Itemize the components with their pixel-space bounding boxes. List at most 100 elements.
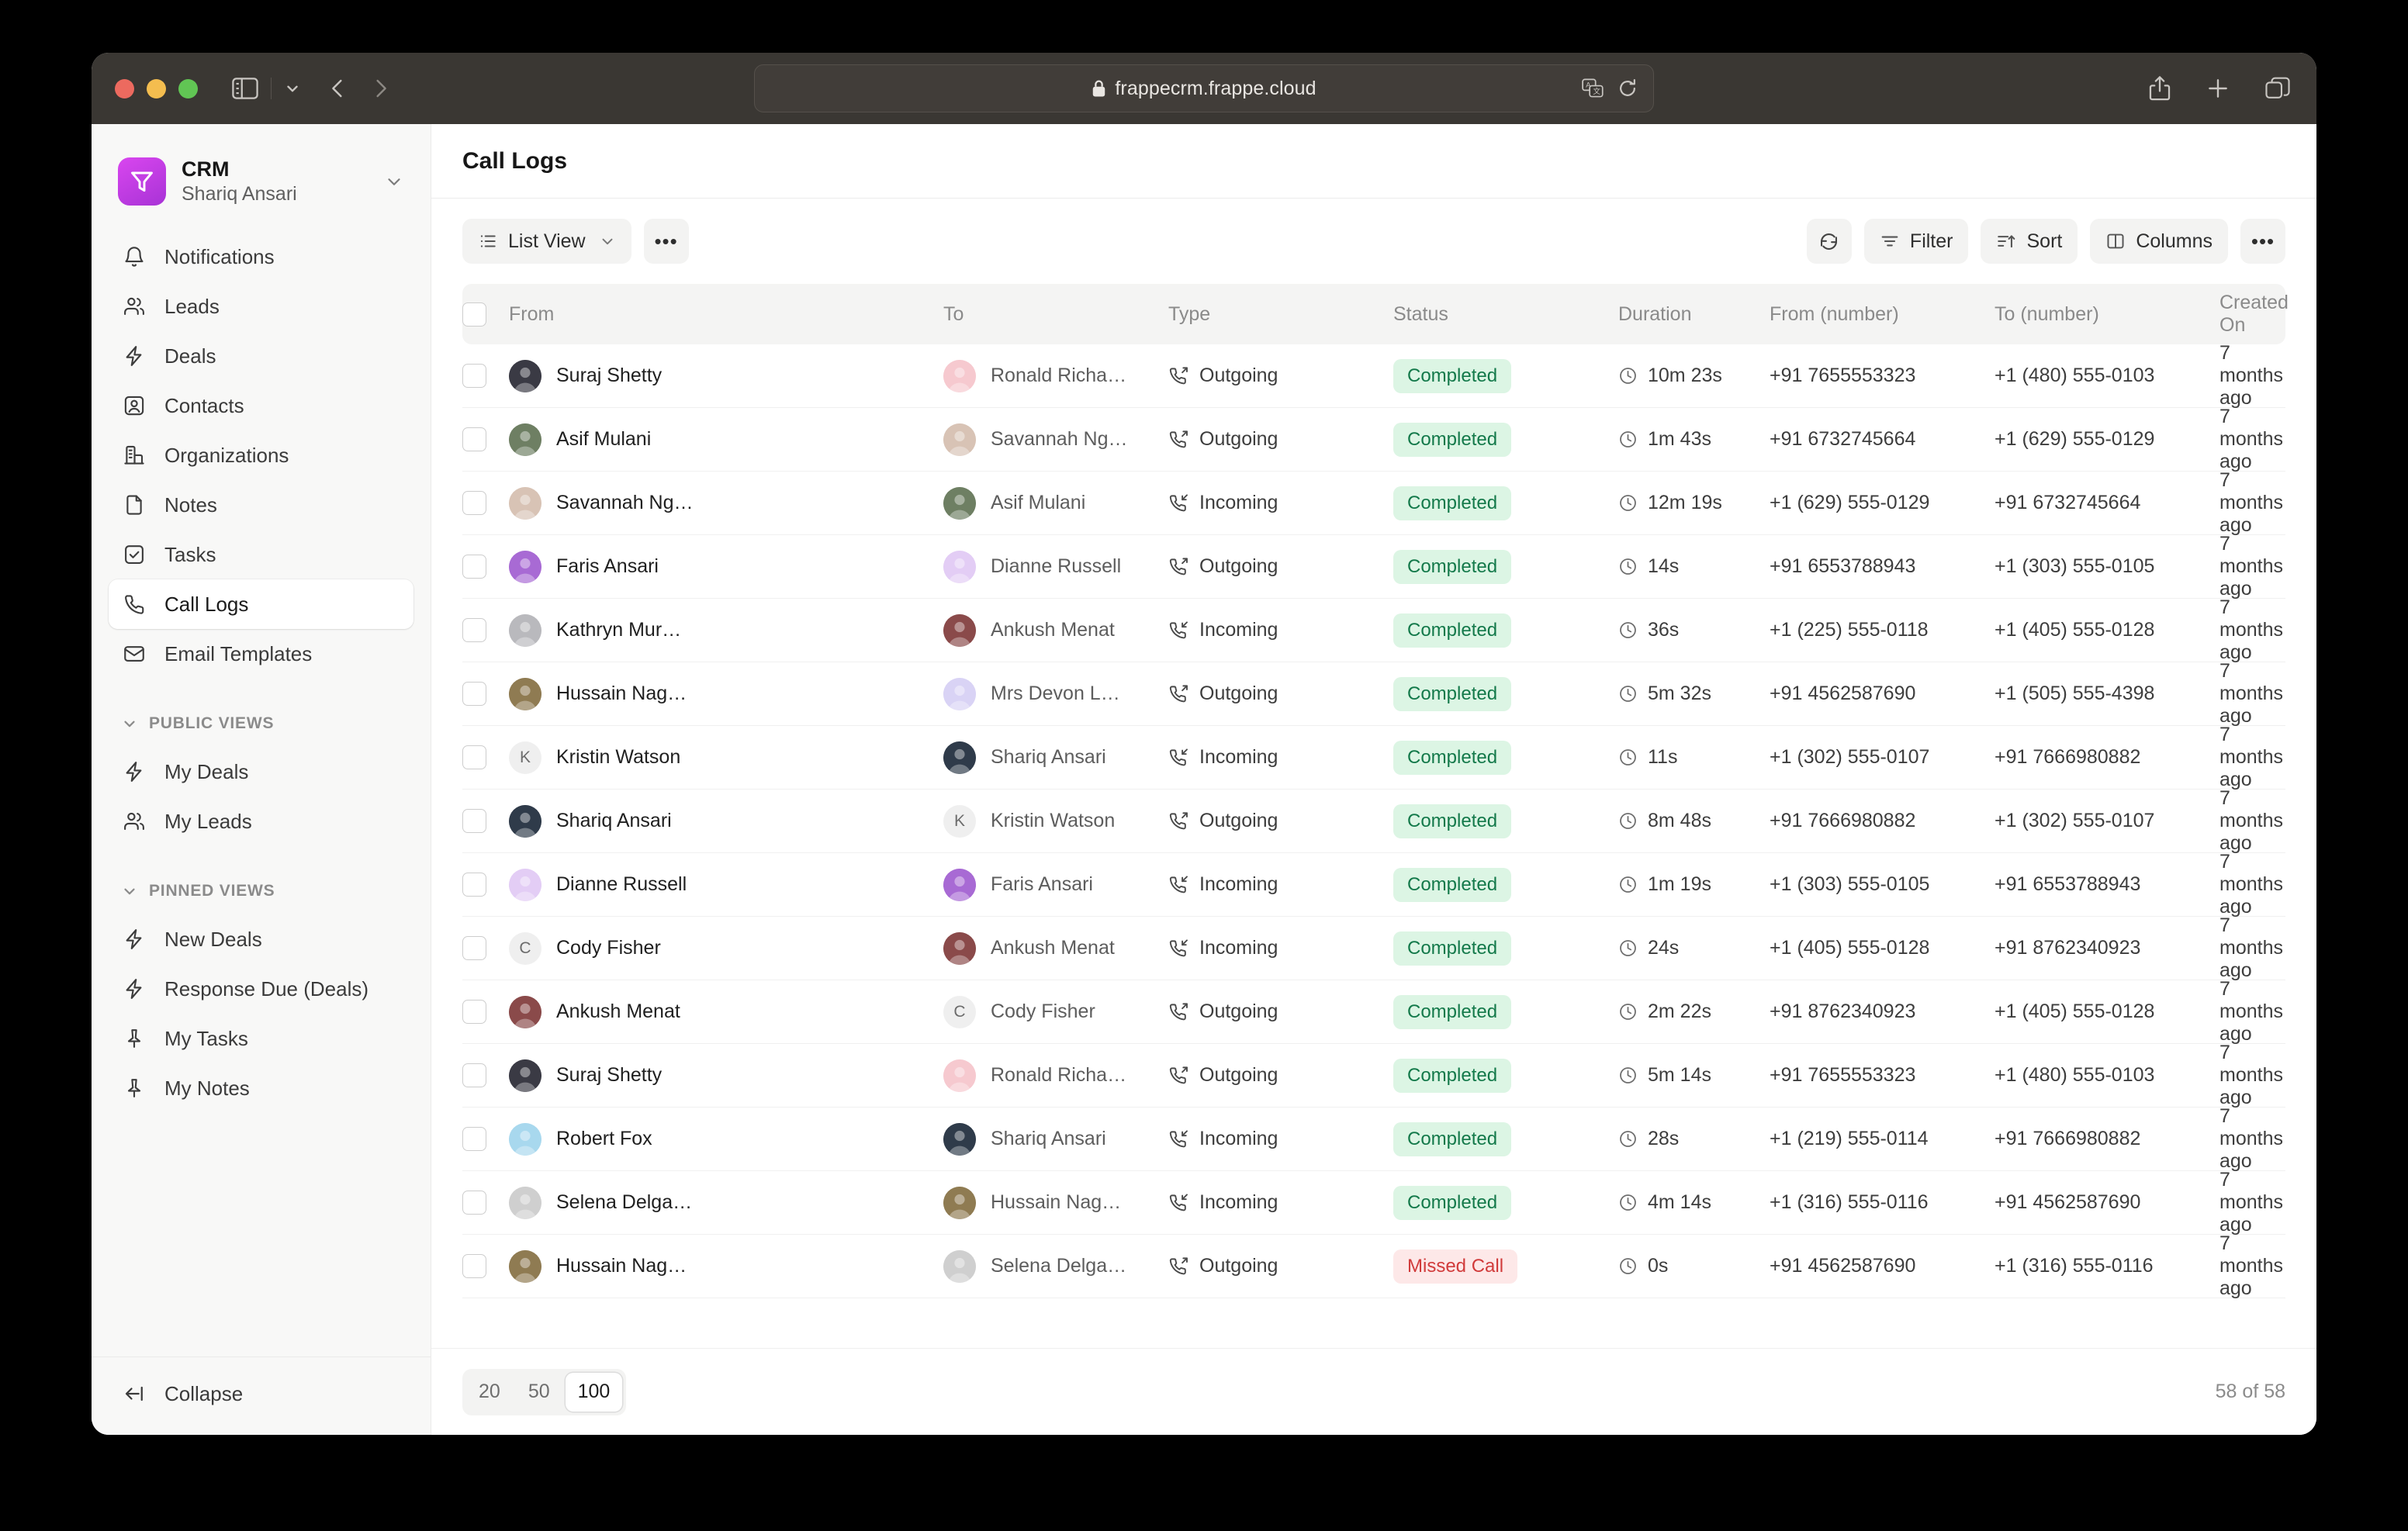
maximize-window-button[interactable] [178, 78, 198, 98]
table-row[interactable]: Ankush Menat C Cody Fisher Outgoing Complete… [462, 978, 2285, 1045]
avatar [509, 550, 541, 583]
from-name: Suraj Shetty [556, 1064, 663, 1086]
table-row[interactable]: Hussain Nag… Mrs Devon L… Outgoing Complete… [462, 660, 2285, 727]
column-header-type[interactable]: Type [1168, 302, 1211, 325]
row-checkbox[interactable] [462, 1127, 486, 1151]
columns-button[interactable]: Columns [2090, 219, 2228, 264]
cell-to-number: +1 (405) 555-0128 [1995, 619, 2155, 641]
row-checkbox[interactable] [462, 873, 486, 897]
view-more-options-button[interactable]: ••• [643, 219, 689, 264]
row-checkbox[interactable] [462, 1063, 486, 1087]
table-row[interactable]: Dianne Russell Faris Ansari Incoming Comple… [462, 851, 2285, 918]
sidebar-item-notifications[interactable]: Notifications [109, 232, 413, 282]
column-header-from-number[interactable]: From (number) [1770, 302, 1899, 325]
sidebar-toggle-icon[interactable] [232, 77, 258, 100]
from-name: Dianne Russell [556, 873, 687, 895]
avatar [509, 1186, 541, 1219]
row-checkbox[interactable] [462, 364, 486, 388]
chevron-down-icon[interactable] [284, 80, 301, 97]
sidebar-item-my-deals[interactable]: My Deals [109, 747, 413, 797]
table-row[interactable]: Suraj Shetty Ronald Richa… Outgoing Complet… [462, 342, 2285, 409]
table-row[interactable]: Suraj Shetty Ronald Richa… Outgoing Complet… [462, 1042, 2285, 1108]
collapse-sidebar-button[interactable]: Collapse [109, 1370, 413, 1418]
filter-button[interactable]: Filter [1863, 219, 1969, 264]
sidebar-item-my-notes[interactable]: My Notes [109, 1063, 413, 1113]
sort-button[interactable]: Sort [1981, 219, 2078, 264]
translate-icon[interactable]: A 文 [1582, 78, 1604, 98]
close-window-button[interactable] [115, 78, 134, 98]
call-type-label: Incoming [1199, 619, 1278, 641]
row-checkbox[interactable] [462, 427, 486, 451]
row-checkbox[interactable] [462, 682, 486, 706]
row-select-cell [462, 555, 509, 579]
row-checkbox[interactable] [462, 1254, 486, 1278]
pinned-views-header[interactable]: PINNED VIEWS [92, 868, 431, 914]
reload-icon[interactable] [1617, 78, 1638, 98]
column-header-created-on[interactable]: Created On [2219, 292, 2289, 336]
column-header-to[interactable]: To [943, 302, 964, 325]
column-header-duration[interactable]: Duration [1618, 302, 1692, 325]
table-row[interactable]: Savannah Ng… Asif Mulani Incoming Completed… [462, 469, 2285, 536]
clock-icon [1618, 1256, 1638, 1276]
table-row[interactable]: Shariq Ansari K Kristin Watson Outgoing Comp… [462, 787, 2285, 854]
sidebar-item-organizations[interactable]: Organizations [109, 430, 413, 480]
sidebar-item-notes[interactable]: Notes [109, 480, 413, 530]
from-name: Ankush Menat [556, 1001, 680, 1022]
table-row[interactable]: C Cody Fisher Ankush Menat Incoming Complete… [462, 914, 2285, 981]
row-checkbox[interactable] [462, 745, 486, 769]
duration-value: 5m 14s [1648, 1064, 1711, 1086]
minimize-window-button[interactable] [147, 78, 166, 98]
list-view-button[interactable]: List View [462, 219, 631, 264]
table-row[interactable]: Hussain Nag… Selena Delga… Outgoing Missed … [462, 1232, 2285, 1299]
table-row[interactable]: K Kristin Watson Shariq Ansari Incoming Comp… [462, 724, 2285, 790]
column-header-to-number[interactable]: To (number) [1995, 302, 2099, 325]
sidebar-item-contacts[interactable]: Contacts [109, 381, 413, 430]
person-to: Mrs Devon L… [943, 677, 1168, 710]
cell-from-number: +91 4562587690 [1770, 1255, 1916, 1277]
sidebar-item-my-leads[interactable]: My Leads [109, 797, 413, 846]
cell-from: Dianne Russell [509, 868, 943, 901]
table-row[interactable]: Robert Fox Shariq Ansari Incoming Completed… [462, 1105, 2285, 1172]
sidebar-item-label: Call Logs [164, 592, 249, 616]
tab-overview-icon[interactable] [2265, 77, 2290, 100]
table-row[interactable]: Faris Ansari Dianne Russell Outgoing Comple… [462, 533, 2285, 600]
sidebar-item-email-templates[interactable]: Email Templates [109, 629, 413, 679]
address-bar[interactable]: frappecrm.frappe.cloud A 文 [754, 64, 1654, 112]
sidebar-item-tasks[interactable]: Tasks [109, 530, 413, 579]
sidebar-item-call-logs[interactable]: Call Logs [109, 579, 413, 630]
row-checkbox[interactable] [462, 1191, 486, 1215]
plus-icon[interactable] [2206, 77, 2230, 100]
row-checkbox[interactable] [462, 618, 486, 642]
select-all-checkbox[interactable] [462, 302, 486, 327]
refresh-button[interactable] [1806, 219, 1852, 264]
cell-to-number: +91 8762340923 [1995, 937, 2141, 959]
row-checkbox[interactable] [462, 936, 486, 960]
column-header-status[interactable]: Status [1393, 302, 1448, 325]
sidebar-item-leads[interactable]: Leads [109, 282, 413, 331]
column-header-from[interactable]: From [509, 302, 555, 325]
forward-arrow-icon[interactable] [371, 77, 391, 100]
back-arrow-icon[interactable] [327, 77, 348, 100]
sort-icon [1996, 231, 2016, 251]
table-row[interactable]: Asif Mulani Savannah Ng… Outgoing Completed… [462, 406, 2285, 472]
row-checkbox[interactable] [462, 555, 486, 579]
workspace-switcher[interactable]: CRM Shariq Ansari [112, 150, 410, 212]
chevron-down-icon[interactable] [384, 171, 404, 192]
page-size-100[interactable]: 100 [565, 1372, 623, 1412]
table-row[interactable]: Selena Delga… Hussain Nag… Incoming Complet… [462, 1169, 2285, 1236]
more-options-button[interactable]: ••• [2240, 219, 2285, 264]
row-checkbox[interactable] [462, 809, 486, 833]
page-size-20[interactable]: 20 [479, 1381, 500, 1402]
sidebar-item-my-tasks[interactable]: My Tasks [109, 1014, 413, 1063]
share-icon[interactable] [2149, 75, 2171, 102]
table-row[interactable]: Kathryn Mur… Ankush Menat Incoming Complete… [462, 596, 2285, 663]
row-checkbox[interactable] [462, 491, 486, 515]
row-checkbox[interactable] [462, 1000, 486, 1024]
row-select-cell [462, 936, 509, 960]
sidebar-item-deals[interactable]: Deals [109, 331, 413, 381]
sidebar-item-response-due-deals[interactable]: Response Due (Deals) [109, 964, 413, 1014]
person-to: Selena Delga… [943, 1249, 1168, 1283]
public-views-header[interactable]: PUBLIC VIEWS [92, 700, 431, 747]
page-size-50[interactable]: 50 [528, 1381, 550, 1402]
sidebar-item-new-deals[interactable]: New Deals [109, 914, 413, 964]
